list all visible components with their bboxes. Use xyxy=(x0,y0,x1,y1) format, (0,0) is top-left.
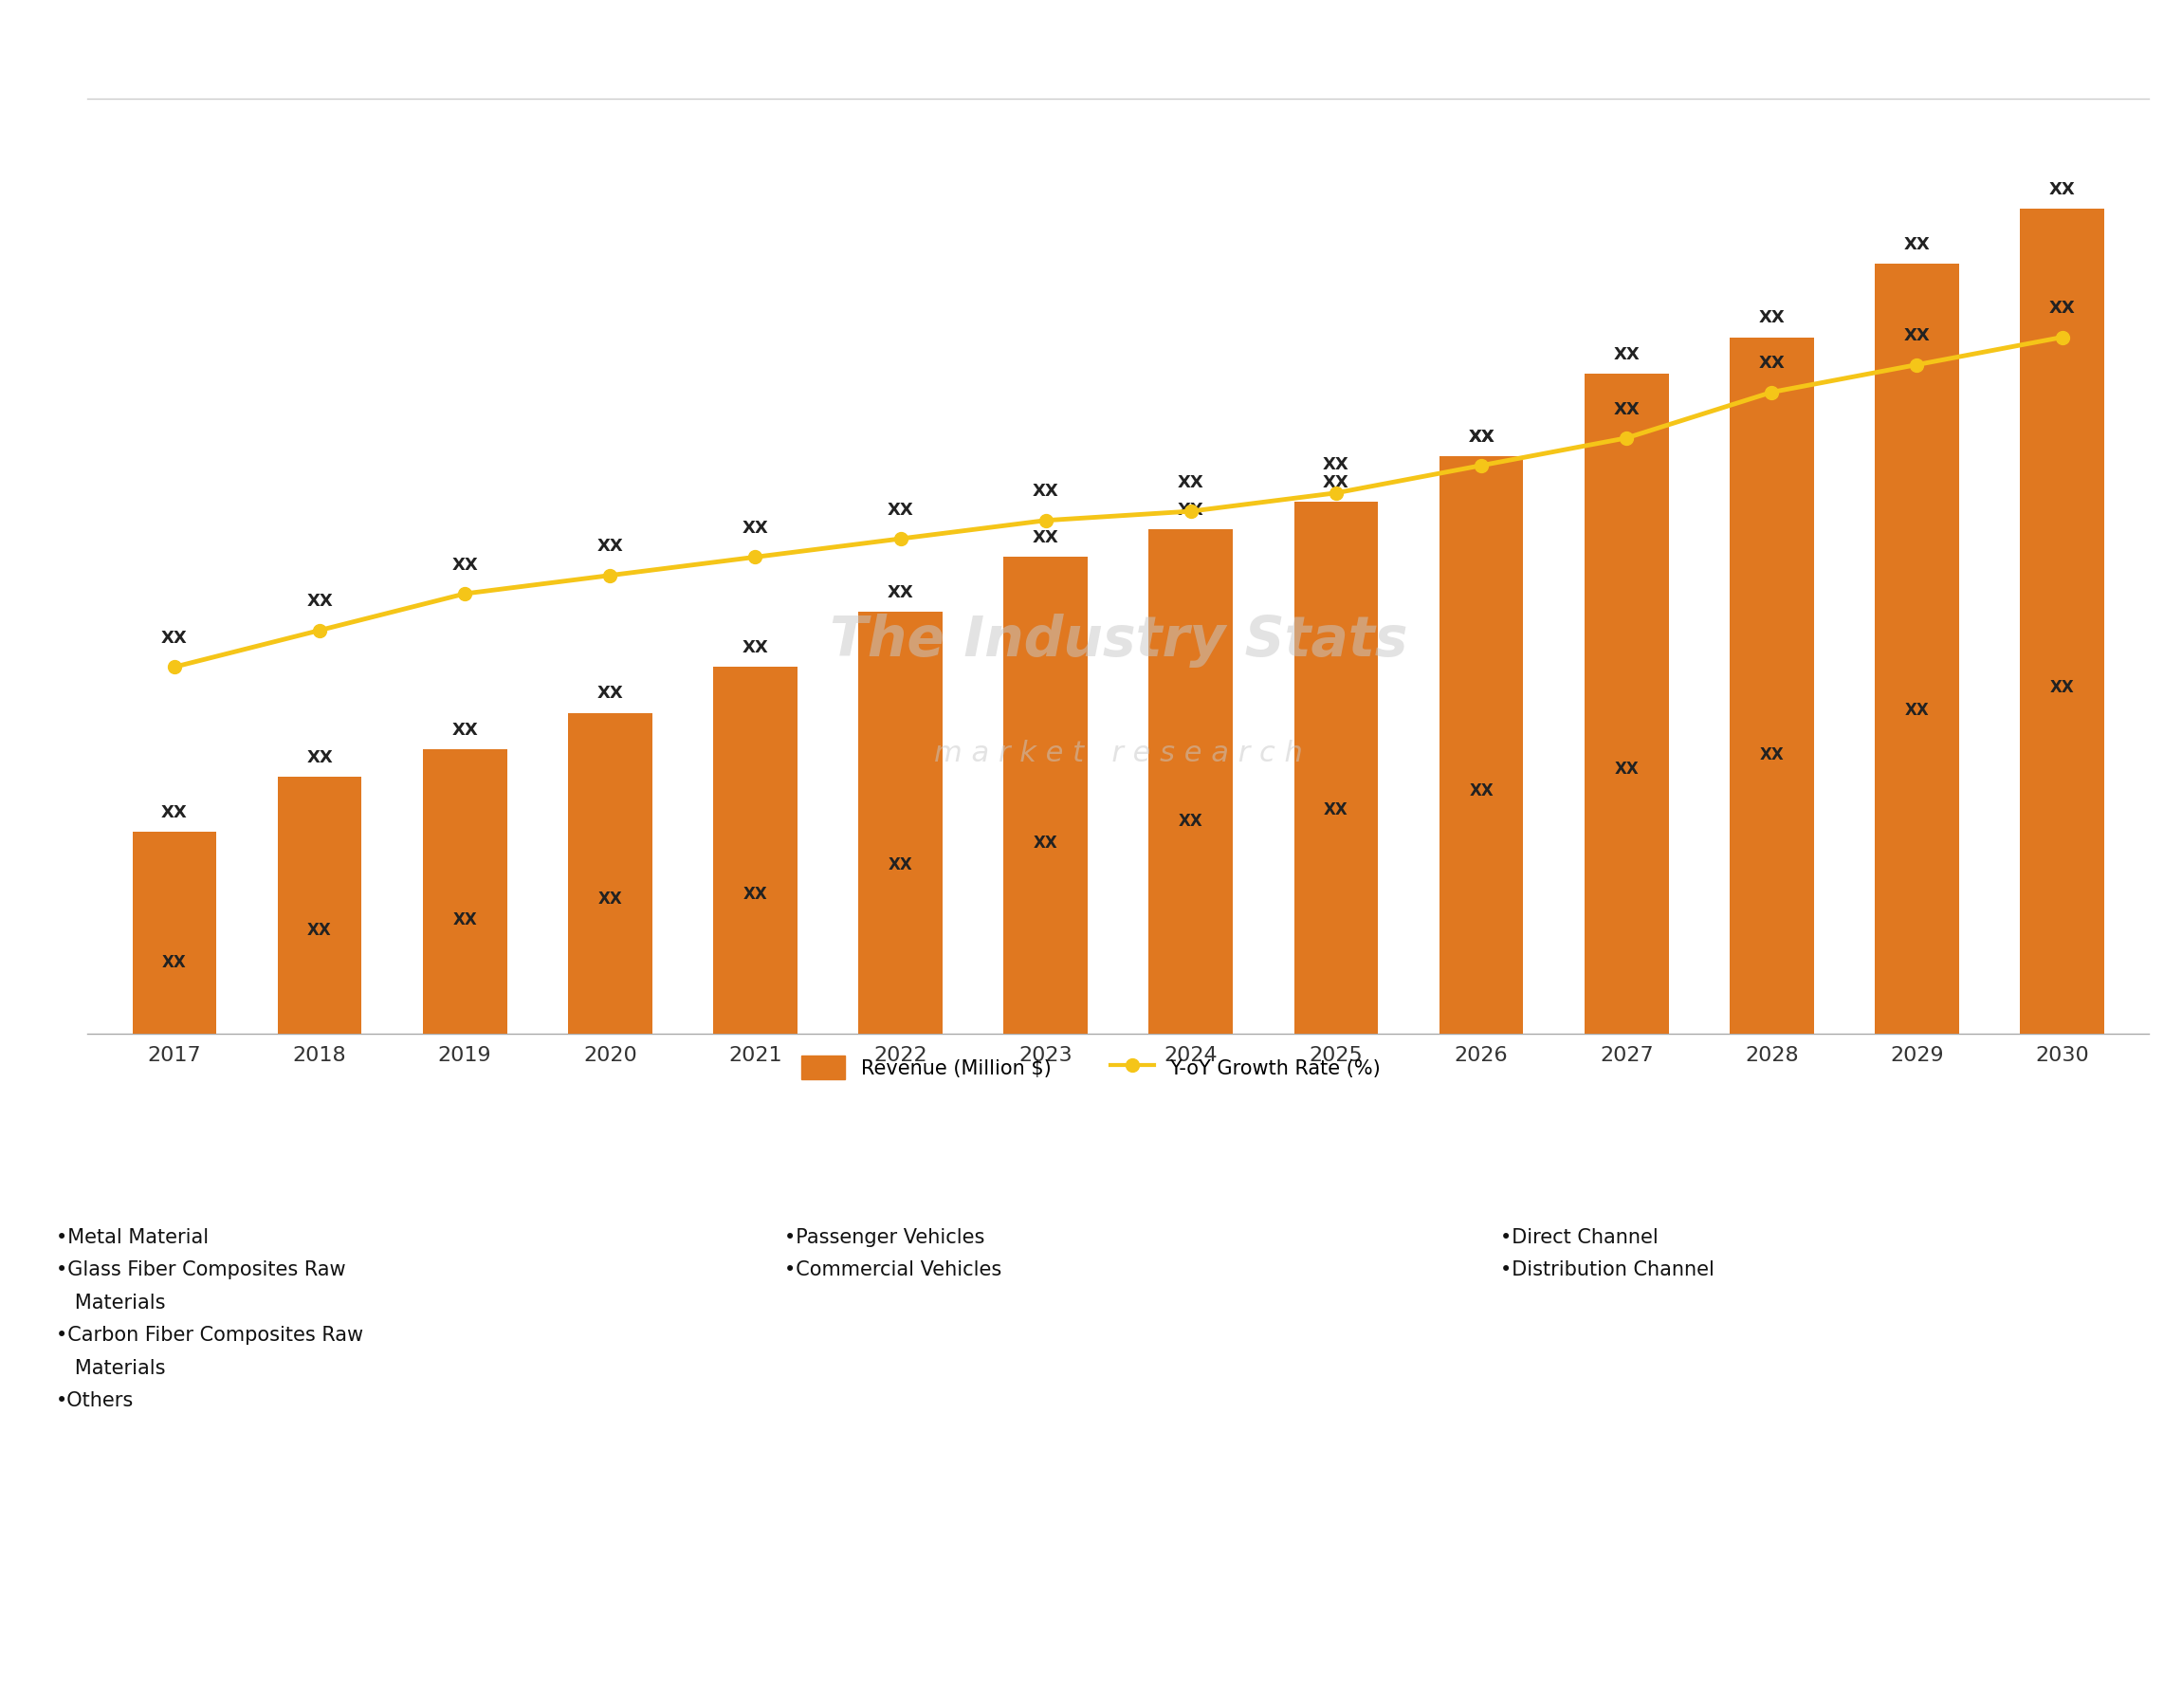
Text: •Metal Material
•Glass Fiber Composites Raw
   Materials
•Carbon Fiber Composite: •Metal Material •Glass Fiber Composites … xyxy=(57,1228,364,1411)
Bar xyxy=(1004,557,1089,1033)
Bar xyxy=(1584,374,1669,1033)
Text: XX: XX xyxy=(1322,475,1348,492)
Text: XX: XX xyxy=(1612,401,1639,418)
Bar xyxy=(1874,265,1959,1033)
Text: Source: Theindustrystats Analysis: Source: Theindustrystats Analysis xyxy=(26,1650,382,1669)
Text: XX: XX xyxy=(308,922,332,939)
Text: XX: XX xyxy=(161,955,188,972)
Text: XX: XX xyxy=(1759,746,1785,763)
Text: Website: www.theindustrystats.com: Website: www.theindustrystats.com xyxy=(1776,1650,2156,1669)
Text: XX: XX xyxy=(1905,702,1929,719)
Bar xyxy=(423,750,506,1033)
Text: The Industry Stats: The Industry Stats xyxy=(829,613,1407,668)
Text: XX: XX xyxy=(744,885,768,902)
Text: XX: XX xyxy=(1032,529,1058,547)
Text: XX: XX xyxy=(1178,813,1202,830)
Text: XX: XX xyxy=(1468,429,1495,446)
Bar xyxy=(1440,456,1523,1033)
Text: XX: XX xyxy=(2049,181,2075,198)
Text: XX: XX xyxy=(888,584,914,601)
Text: XX: XX xyxy=(888,856,912,873)
Bar xyxy=(277,777,362,1033)
Text: XX: XX xyxy=(452,557,478,574)
Text: XX: XX xyxy=(1034,834,1058,851)
Text: XX: XX xyxy=(1903,236,1931,253)
Text: XX: XX xyxy=(161,804,188,822)
Bar xyxy=(1294,502,1379,1033)
Text: Application: Application xyxy=(1015,1149,1167,1173)
Bar xyxy=(858,611,943,1033)
Text: XX: XX xyxy=(1759,355,1785,372)
Text: XX: XX xyxy=(598,685,624,702)
Text: XX: XX xyxy=(305,593,334,610)
Text: XX: XX xyxy=(452,912,478,927)
Text: XX: XX xyxy=(1615,762,1639,779)
Text: XX: XX xyxy=(742,639,768,656)
Bar xyxy=(567,712,652,1033)
Text: m a r k e t   r e s e a r c h: m a r k e t r e s e a r c h xyxy=(934,740,1303,767)
Text: XX: XX xyxy=(1468,429,1495,446)
Text: XX: XX xyxy=(1032,483,1058,500)
Text: Product Types: Product Types xyxy=(275,1149,463,1173)
Text: Email: sales@theindustrystats.com: Email: sales@theindustrystats.com xyxy=(908,1650,1274,1669)
Text: •Passenger Vehicles
•Commercial Vehicles: •Passenger Vehicles •Commercial Vehicles xyxy=(783,1228,1002,1279)
Text: XX: XX xyxy=(1322,456,1348,473)
Text: XX: XX xyxy=(2049,678,2075,695)
Text: •Direct Channel
•Distribution Channel: •Direct Channel •Distribution Channel xyxy=(1501,1228,1715,1279)
Text: XX: XX xyxy=(1178,475,1204,492)
Text: XX: XX xyxy=(598,538,624,555)
Text: XX: XX xyxy=(452,721,478,738)
Text: Fig. Global CNG Tank/Cylinder Market Status and Outlook: Fig. Global CNG Tank/Cylinder Market Sta… xyxy=(28,29,1050,60)
Text: XX: XX xyxy=(598,890,622,907)
Bar xyxy=(714,666,796,1033)
Text: XX: XX xyxy=(1468,782,1492,799)
Bar xyxy=(1730,336,1813,1033)
Text: XX: XX xyxy=(1178,502,1204,519)
Bar xyxy=(2021,208,2103,1033)
Text: Sales Channels: Sales Channels xyxy=(1713,1149,1914,1173)
Text: XX: XX xyxy=(1759,309,1785,326)
Text: XX: XX xyxy=(1612,345,1639,362)
Text: XX: XX xyxy=(742,519,768,536)
Text: XX: XX xyxy=(888,502,914,519)
Legend: Revenue (Million $), Y-oY Growth Rate (%): Revenue (Million $), Y-oY Growth Rate (%… xyxy=(794,1047,1388,1088)
Bar xyxy=(1148,529,1233,1033)
Text: XX: XX xyxy=(161,630,188,647)
Bar xyxy=(133,832,216,1033)
Text: XX: XX xyxy=(2049,301,2075,318)
Text: XX: XX xyxy=(1324,801,1348,818)
Text: XX: XX xyxy=(1903,328,1931,345)
Text: XX: XX xyxy=(305,748,334,765)
